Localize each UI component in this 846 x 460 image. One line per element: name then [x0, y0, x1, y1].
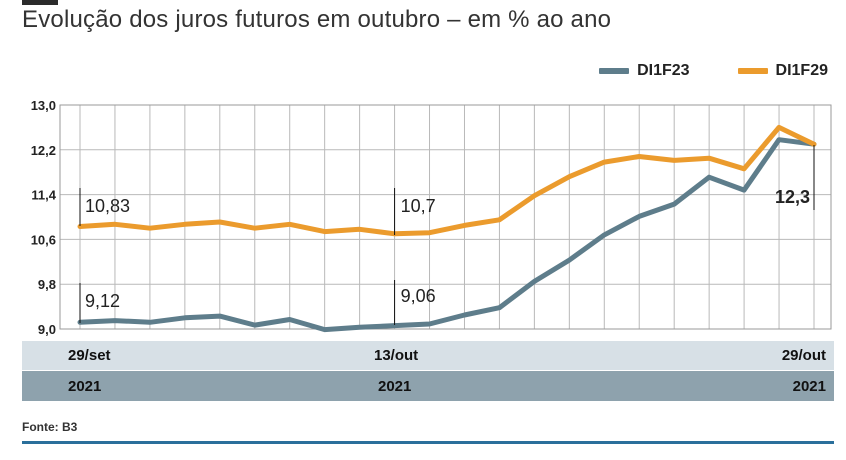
data-point-di1f29	[288, 223, 291, 226]
data-point-di1f29	[498, 218, 501, 221]
y-tick-label: 9,0	[38, 322, 56, 337]
x-axis-year-band: 2021 2021 2021	[22, 371, 834, 401]
data-point-di1f23	[672, 202, 676, 206]
data-point-di1f23	[463, 313, 466, 317]
y-tick-label: 12,2	[31, 143, 56, 158]
data-point-di1f29	[707, 157, 711, 160]
data-point-di1f23	[568, 258, 571, 262]
source-note: Fonte: B3	[22, 420, 78, 434]
data-point-di1f23	[218, 314, 222, 318]
y-tick-label: 13,0	[31, 98, 56, 113]
data-point-di1f29	[533, 194, 536, 197]
data-point-di1f23	[148, 321, 152, 324]
year-label-mid: 2021	[378, 378, 412, 395]
year-label-start: 2021	[68, 378, 102, 395]
annotation-label: 10,7	[401, 196, 436, 216]
data-point-di1f23	[358, 326, 361, 329]
data-point-di1f29	[358, 228, 361, 231]
data-point-di1f23	[428, 322, 431, 326]
x-label-end: 29/out	[781, 347, 826, 364]
x-label-start: 29/set	[68, 347, 111, 364]
data-point-di1f29	[812, 143, 816, 146]
title-accent-bar	[22, 0, 58, 5]
data-point-di1f29	[253, 227, 256, 230]
annotation-label: 9,06	[401, 286, 436, 306]
data-point-di1f29	[603, 160, 606, 164]
data-point-di1f23	[113, 319, 117, 322]
data-point-di1f29	[323, 230, 326, 233]
data-point-di1f23	[393, 324, 396, 327]
x-axis-date-band: 29/set 13/out 29/out	[22, 341, 834, 370]
data-point-di1f23	[707, 176, 711, 179]
data-point-di1f23	[253, 323, 256, 327]
plot-frame	[59, 104, 832, 330]
y-tick-label: 10,6	[31, 232, 56, 247]
legend-item-di1f29: DI1F29	[737, 62, 828, 80]
data-point-di1f29	[113, 223, 117, 226]
data-point-di1f29	[568, 175, 571, 178]
legend-item-di1f23: DI1F23	[599, 62, 690, 80]
data-point-di1f23	[777, 138, 781, 141]
data-point-di1f23	[323, 328, 326, 331]
data-point-di1f23	[638, 215, 641, 218]
data-point-di1f29	[148, 227, 152, 230]
annotation-label: 10,83	[85, 196, 130, 216]
data-point-di1f23	[498, 306, 501, 309]
data-point-di1f29	[463, 224, 466, 227]
data-point-di1f29	[428, 231, 431, 234]
data-point-di1f29	[78, 225, 82, 228]
year-label-end: 2021	[792, 378, 826, 395]
series-line-di1f23	[77, 137, 817, 333]
legend: DI1F23 DI1F29	[599, 62, 828, 80]
annotation-label: 9,12	[85, 291, 120, 311]
data-point-di1f29	[218, 220, 222, 224]
legend-label-di1f29: DI1F29	[775, 62, 828, 79]
annotation-label: 12,3	[775, 187, 810, 207]
legend-label-di1f23: DI1F23	[637, 62, 690, 79]
y-tick-label: 9,8	[38, 277, 56, 292]
chart-title: Evolução dos juros futuros em outubro – …	[22, 6, 612, 33]
data-point-di1f23	[742, 188, 746, 192]
data-point-di1f29	[672, 159, 676, 162]
y-tick-label: 11,4	[31, 188, 56, 203]
legend-swatch-di1f23	[599, 68, 630, 74]
data-point-di1f23	[288, 318, 291, 321]
data-point-di1f29	[183, 223, 187, 226]
data-point-di1f23	[603, 233, 606, 237]
data-point-di1f23	[183, 316, 187, 319]
data-point-di1f29	[638, 155, 641, 158]
legend-swatch-di1f29	[737, 68, 768, 74]
x-label-mid: 13/out	[374, 347, 419, 364]
data-point-di1f29	[777, 126, 781, 129]
series-line-di1f29	[77, 124, 817, 237]
bottom-rule	[22, 441, 834, 444]
data-point-di1f23	[533, 280, 536, 283]
data-point-di1f29	[742, 167, 746, 171]
